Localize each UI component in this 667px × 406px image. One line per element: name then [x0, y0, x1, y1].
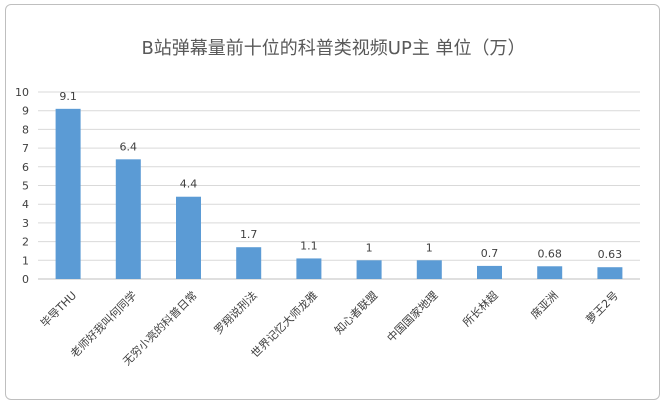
- y-axis-ticks: 0 1 2 3 4 5 6 7 8 9 10: [15, 86, 29, 286]
- value-label: 6.4: [120, 140, 138, 153]
- x-tick-label: 毕导THU: [38, 289, 79, 330]
- x-tick-label: 席亚洲: [528, 288, 561, 321]
- bar: [55, 108, 81, 279]
- bar: [296, 258, 322, 279]
- y-tick-label: 0: [22, 273, 29, 286]
- y-tick-label: 10: [15, 86, 29, 99]
- value-label: 0.68: [537, 247, 562, 260]
- y-tick-label: 3: [22, 217, 29, 230]
- y-tick-label: 4: [22, 198, 29, 211]
- value-label: 0.7: [481, 247, 499, 260]
- x-tick-label: 所长林超: [460, 288, 501, 329]
- value-label: 9.1: [59, 90, 77, 103]
- bar: [477, 265, 502, 279]
- y-tick-label: 1: [22, 254, 29, 267]
- bar: [356, 260, 382, 279]
- value-label: 1.7: [240, 228, 258, 241]
- y-tick-label: 2: [22, 236, 29, 249]
- value-label: 1.1: [300, 239, 318, 252]
- chart-frame: [5, 4, 660, 400]
- bar: [537, 266, 563, 279]
- bar: [176, 196, 201, 279]
- bar: [115, 159, 141, 279]
- bars: [55, 108, 623, 279]
- y-tick-label: 6: [22, 161, 29, 174]
- x-tick-label: 萝王2号: [584, 289, 621, 326]
- bar: [416, 260, 442, 279]
- bar: [597, 267, 623, 279]
- y-tick-label: 5: [22, 180, 29, 193]
- y-tick-label: 7: [22, 142, 29, 155]
- value-label: 4.4: [180, 178, 198, 191]
- x-tick-label: 知心者联盟: [331, 288, 380, 337]
- y-tick-label: 9: [22, 105, 29, 118]
- x-tick-label: 中国国家地理: [384, 288, 441, 345]
- value-label: 1: [426, 241, 433, 254]
- chart-title: B站弹幕量前十位的科普类视频UP主 单位（万）: [141, 38, 526, 59]
- value-label: 0.63: [598, 248, 623, 261]
- x-tick-label: 罗翔说刑法: [211, 288, 260, 337]
- value-label: 1: [366, 241, 373, 254]
- bar: [236, 247, 262, 279]
- y-tick-label: 8: [22, 123, 29, 136]
- value-labels: 9.1 6.4 4.4 1.7 1.1 1 1 0.7 0.68 0.63: [59, 90, 622, 261]
